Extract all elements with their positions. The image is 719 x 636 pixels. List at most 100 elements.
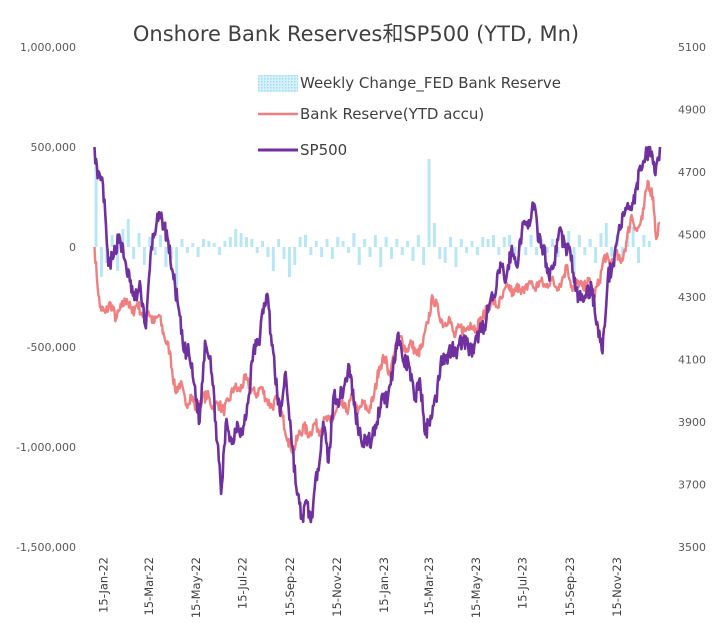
weekly-change-bar: [202, 239, 205, 247]
weekly-change-bar: [336, 237, 340, 247]
y-left-tick-label: -1,000,000: [16, 441, 76, 454]
y-left-tick-label: 1,000,000: [20, 41, 76, 54]
weekly-change-bar: [389, 247, 393, 259]
y-right-tick-label: 4700: [678, 166, 706, 179]
x-axis: 15-Jan-22 15-Mar-22 15-May-22 15-Jul-22 15-S…: [97, 557, 624, 618]
weekly-change-bar: [185, 247, 189, 253]
weekly-change-bar: [94, 163, 98, 247]
y-left-tick-label: -500,000: [27, 341, 76, 354]
y-right-tick-label: 4900: [678, 104, 706, 117]
x-tick-label: 15-Jan-23: [377, 557, 391, 613]
weekly-change-bar: [400, 247, 404, 255]
x-tick-label: 15-Mar-23: [422, 557, 436, 616]
y-left-tick-label: -1,500,000: [16, 541, 76, 554]
weekly-change-bar: [647, 241, 651, 247]
weekly-change-bar: [255, 247, 259, 253]
legend-label-bank-reserve: Bank Reserve(YTD accu): [300, 105, 484, 123]
weekly-change-bar: [642, 235, 646, 247]
weekly-change-bar: [470, 241, 474, 247]
legend: Weekly Change_FED Bank Reserve Bank Reser…: [258, 74, 561, 159]
weekly-change-bar: [153, 247, 157, 255]
weekly-change-bar: [631, 227, 635, 247]
weekly-change-bar: [432, 223, 436, 247]
weekly-change-bar: [175, 247, 179, 287]
weekly-change-bar: [341, 241, 345, 247]
weekly-change-bar: [572, 247, 576, 279]
weekly-change-bar: [330, 247, 334, 259]
y-right-tick-label: 4500: [678, 229, 706, 242]
weekly-change-bar: [577, 235, 581, 247]
weekly-change-bar: [132, 247, 136, 259]
y-right-tick-label: 3900: [678, 416, 706, 429]
weekly-change-bar: [502, 237, 506, 247]
weekly-change-bar: [116, 247, 120, 271]
weekly-change-bar: [513, 247, 517, 257]
y-right-tick-label: 4300: [678, 291, 706, 304]
weekly-change-bar: [454, 247, 458, 267]
weekly-change-bar: [427, 159, 431, 247]
weekly-change-bar: [551, 239, 555, 247]
weekly-change-bar: [298, 237, 302, 247]
x-tick-label: 15-Jan-22: [97, 557, 111, 613]
x-tick-label: 15-May-22: [189, 557, 203, 618]
weekly-change-bar: [148, 237, 152, 247]
y-right-tick-label: 3700: [678, 479, 706, 492]
weekly-change-bar: [261, 241, 265, 247]
weekly-change-bar: [637, 247, 640, 263]
weekly-change-bar: [207, 241, 211, 247]
weekly-change-bar: [99, 247, 103, 277]
y-axis-left: -1,500,000 -1,000,000 -500,000 0 500,000 1,00…: [16, 41, 76, 554]
weekly-change-bar: [234, 229, 238, 247]
weekly-change-bar: [416, 235, 420, 247]
weekly-change-bar: [282, 247, 286, 259]
x-tick-label: 15-Mar-22: [142, 557, 156, 616]
weekly-change-bar: [363, 239, 367, 247]
y-right-tick-label: 3500: [678, 541, 706, 554]
y-right-tick-label: 4100: [678, 354, 706, 367]
x-tick-label: 15-May-23: [469, 557, 483, 618]
weekly-change-bar: [449, 237, 453, 247]
weekly-change-bar: [357, 247, 361, 265]
weekly-change-bar: [250, 239, 254, 247]
y-right-tick-label: 5100: [678, 41, 706, 54]
weekly-change-bar: [110, 235, 114, 247]
weekly-change-bar: [443, 247, 447, 263]
x-tick-label: 15-Jul-22: [236, 557, 250, 609]
legend-label-sp500: SP500: [300, 141, 347, 159]
weekly-change-bar: [218, 247, 222, 255]
weekly-change-bar: [620, 247, 624, 259]
chart-title: Onshore Bank Reserves和SP500 (YTD, Mn): [133, 22, 579, 46]
weekly-change-bar: [411, 247, 415, 261]
weekly-change-bar: [379, 247, 383, 267]
weekly-change-bar: [567, 231, 571, 247]
weekly-change-bar: [459, 239, 463, 247]
weekly-change-bar: [588, 239, 592, 247]
weekly-change-bar: [228, 237, 232, 247]
weekly-change-bar: [180, 239, 184, 247]
weekly-change-bar: [309, 247, 313, 255]
y-axis-right: 3500 3700 3900 4100 4300 4500 4700 4900 5100: [678, 41, 706, 554]
x-tick-label: 15-Jul-23: [516, 557, 530, 609]
weekly-change-bar: [126, 219, 130, 247]
weekly-change-bar: [384, 237, 388, 247]
weekly-change-bar: [277, 239, 281, 247]
weekly-change-bar: [556, 247, 560, 257]
weekly-change-bar: [475, 247, 479, 255]
weekly-change-bar: [599, 233, 603, 247]
weekly-change-bar: [266, 247, 270, 257]
weekly-change-bar: [368, 247, 372, 257]
weekly-change-bar: [604, 223, 608, 247]
weekly-change-bar: [497, 247, 501, 255]
x-tick-label: 15-Sep-22: [283, 557, 297, 616]
weekly-change-bar: [244, 237, 248, 247]
weekly-change-bar: [320, 247, 324, 257]
weekly-change-bar: [529, 235, 533, 247]
weekly-change-bar: [271, 247, 275, 271]
x-tick-label: 15-Nov-23: [610, 557, 624, 617]
weekly-change-bar: [508, 235, 512, 247]
weekly-change-bar: [545, 247, 549, 253]
weekly-change-bar: [486, 239, 490, 247]
weekly-change-bar: [583, 247, 587, 255]
weekly-change-bar: [223, 241, 227, 247]
weekly-change-bar: [594, 247, 598, 263]
